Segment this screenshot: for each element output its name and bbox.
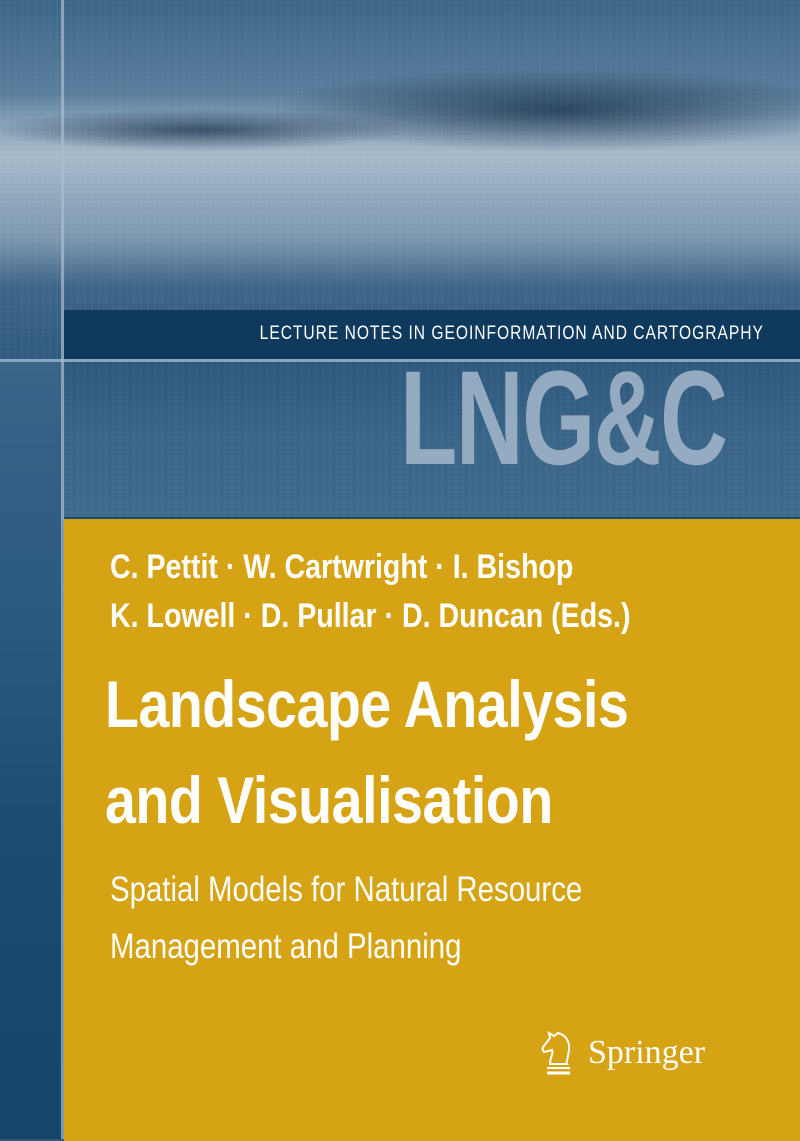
horizontal-rule bbox=[0, 359, 800, 362]
vertical-rule bbox=[61, 0, 64, 1139]
series-abbreviation: LNG&C bbox=[400, 344, 728, 493]
subtitle-line-1: Spatial Models for Natural Resource bbox=[110, 870, 583, 909]
series-name: LECTURE NOTES IN GEOINFORMATION AND CART… bbox=[259, 323, 764, 344]
photo-texture bbox=[0, 0, 800, 520]
publisher-logo: Springer bbox=[540, 1030, 705, 1076]
left-strip bbox=[0, 362, 61, 1139]
knight-horse-icon bbox=[541, 1030, 571, 1075]
series-band: LECTURE NOTES IN GEOINFORMATION AND CART… bbox=[64, 310, 800, 359]
subtitle-line-2: Management and Planning bbox=[110, 927, 462, 966]
title-panel bbox=[64, 517, 800, 1141]
cover-landscape-photo bbox=[0, 0, 800, 520]
publisher-name: Springer bbox=[588, 1034, 706, 1071]
authors-line-2: K. Lowell · D. Pullar · D. Duncan (Eds.) bbox=[110, 597, 631, 635]
authors-line-1: C. Pettit · W. Cartwright · I. Bishop bbox=[110, 548, 574, 586]
book-title-line-2: and Visualisation bbox=[105, 763, 553, 837]
book-title-line-1: Landscape Analysis bbox=[105, 667, 629, 741]
